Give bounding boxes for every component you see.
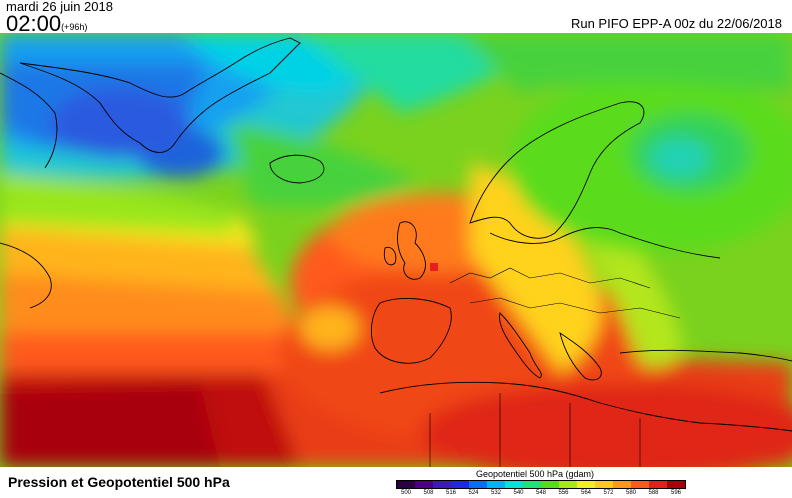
legend-title: Geopotentiel 500 hPa (gdam) [475,469,595,479]
forecast-time: 02:00(+96h) [6,12,87,36]
legend-swatch [415,481,433,488]
legend-tick-label: 596 [670,490,682,496]
legend-swatch [667,481,685,488]
legend-swatch [397,481,415,488]
legend-swatch [613,481,631,488]
legend-swatch [523,481,541,488]
legend-swatch [451,481,469,488]
legend-swatch [487,481,505,488]
legend-swatch [433,481,451,488]
legend-tick-label: 556 [558,490,569,496]
legend-swatch [541,481,559,488]
legend-tick-label: 588 [648,490,659,496]
lead-time: (+96h) [61,22,88,32]
legend-tick-label: 572 [603,490,614,496]
geopotential-map [0,33,792,467]
legend-tick-label: 548 [535,490,547,496]
legend-tick-label: 580 [625,490,637,496]
legend-tick-label: 564 [580,490,592,496]
forecast-date: mardi 26 juin 2018 [6,0,113,14]
legend-swatch [631,481,649,488]
legend-swatch [559,481,577,488]
time-value: 02:00 [6,11,62,36]
legend-tick-label: 532 [490,490,502,496]
legend-swatch [469,481,487,488]
map-title: Pression et Geopotentiel 500 hPa [8,474,230,490]
legend-tick-label: 508 [423,490,434,496]
legend-color-bar [396,480,686,489]
legend-swatch [649,481,667,488]
legend-tick-label: 524 [468,490,479,496]
legend-swatch [595,481,613,488]
legend-swatch [505,481,523,488]
legend-tick-label: 516 [445,490,457,496]
legend-tick-label: 540 [513,490,524,496]
legend-ticks: 500 508 516 524 532 540 548 556 564 572 580 588 596 [396,489,684,498]
legend-swatch [577,481,595,488]
color-legend: Geopotentiel 500 hPa (gdam) 500 508 516 524… [396,469,686,498]
legend-tick-label: 500 [400,490,412,496]
run-info: Run PIFO EPP-A 00z du 22/06/2018 [570,16,782,31]
